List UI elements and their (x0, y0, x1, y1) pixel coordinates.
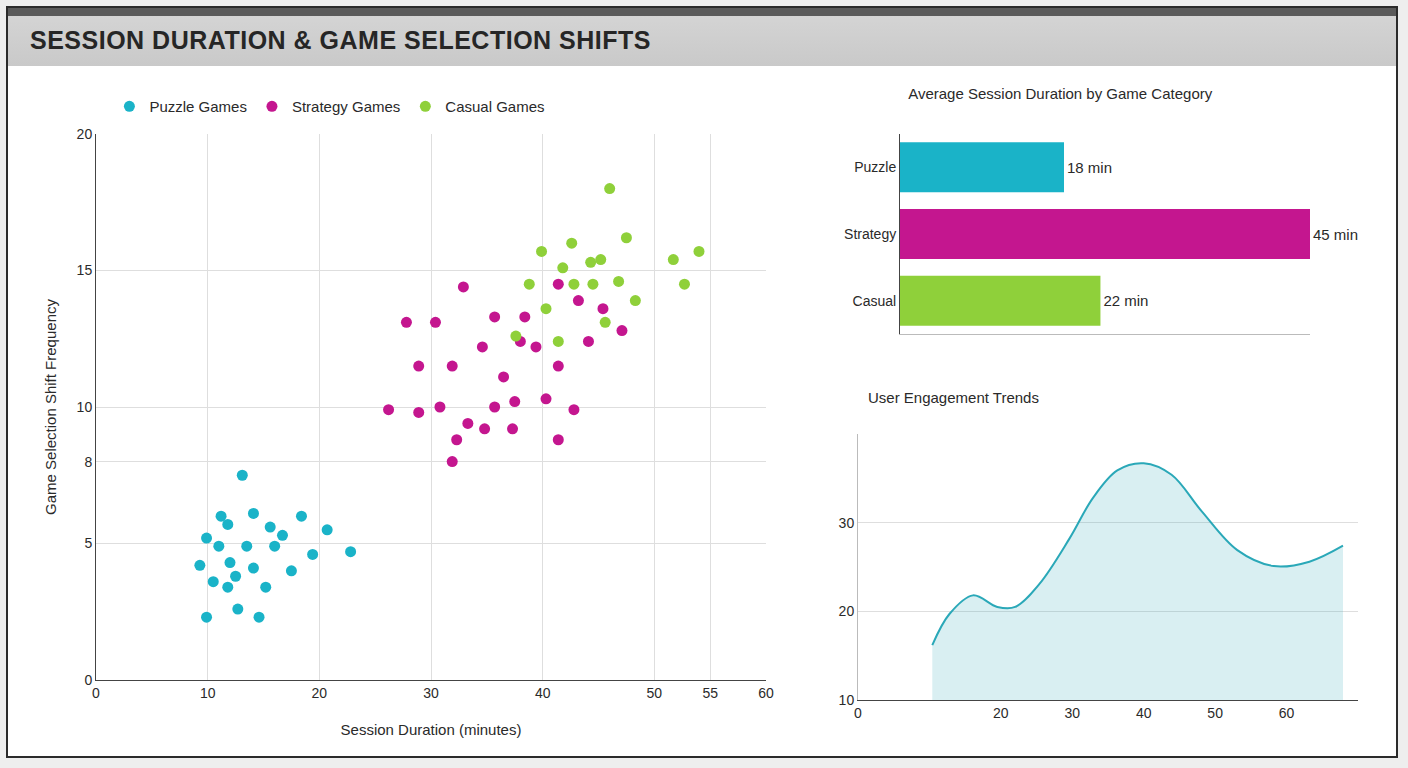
svg-text:10: 10 (77, 399, 93, 415)
svg-text:50: 50 (1207, 705, 1223, 721)
svg-text:5: 5 (84, 535, 92, 551)
svg-text:8: 8 (84, 454, 92, 470)
svg-text:Session Duration (minutes): Session Duration (minutes) (341, 721, 522, 738)
svg-text:10: 10 (200, 685, 216, 701)
svg-text:60: 60 (758, 685, 774, 701)
svg-text:10: 10 (839, 692, 855, 708)
svg-text:20: 20 (77, 126, 93, 142)
svg-text:60: 60 (1279, 705, 1295, 721)
svg-text:22 min: 22 min (1103, 292, 1148, 309)
svg-text:40: 40 (1136, 705, 1152, 721)
svg-text:55: 55 (702, 685, 718, 701)
svg-text:18 min: 18 min (1067, 159, 1112, 176)
svg-text:45 min: 45 min (1313, 226, 1358, 243)
svg-text:0: 0 (84, 672, 92, 688)
svg-text:0: 0 (854, 705, 862, 721)
svg-text:Casual Games: Casual Games (445, 98, 544, 115)
svg-text:Strategy Games: Strategy Games (292, 98, 400, 115)
svg-text:20: 20 (839, 603, 855, 619)
svg-text:Casual: Casual (853, 293, 897, 309)
svg-text:20: 20 (993, 705, 1009, 721)
svg-text:50: 50 (647, 685, 663, 701)
html-text:SESSION DURATION & GAME SELECT: SESSION DURATION & GAME SELECTION SHIFTS (30, 26, 651, 54)
svg-text:Puzzle Games: Puzzle Games (149, 98, 247, 115)
svg-text:30: 30 (839, 515, 855, 531)
svg-text:40: 40 (535, 685, 551, 701)
svg-text:Game Selection Shift Frequency: Game Selection Shift Frequency (42, 299, 59, 515)
svg-text:Strategy: Strategy (844, 226, 896, 242)
svg-text:0: 0 (92, 685, 100, 701)
svg-text:15: 15 (77, 262, 93, 278)
svg-text:20: 20 (312, 685, 328, 701)
svg-text:Puzzle: Puzzle (854, 159, 896, 175)
svg-text:User Engagement Trends: User Engagement Trends (868, 389, 1039, 406)
svg-text:30: 30 (1065, 705, 1081, 721)
svg-text:Average Session Duration by Ga: Average Session Duration by Game Categor… (908, 85, 1213, 102)
svg-text:30: 30 (423, 685, 439, 701)
